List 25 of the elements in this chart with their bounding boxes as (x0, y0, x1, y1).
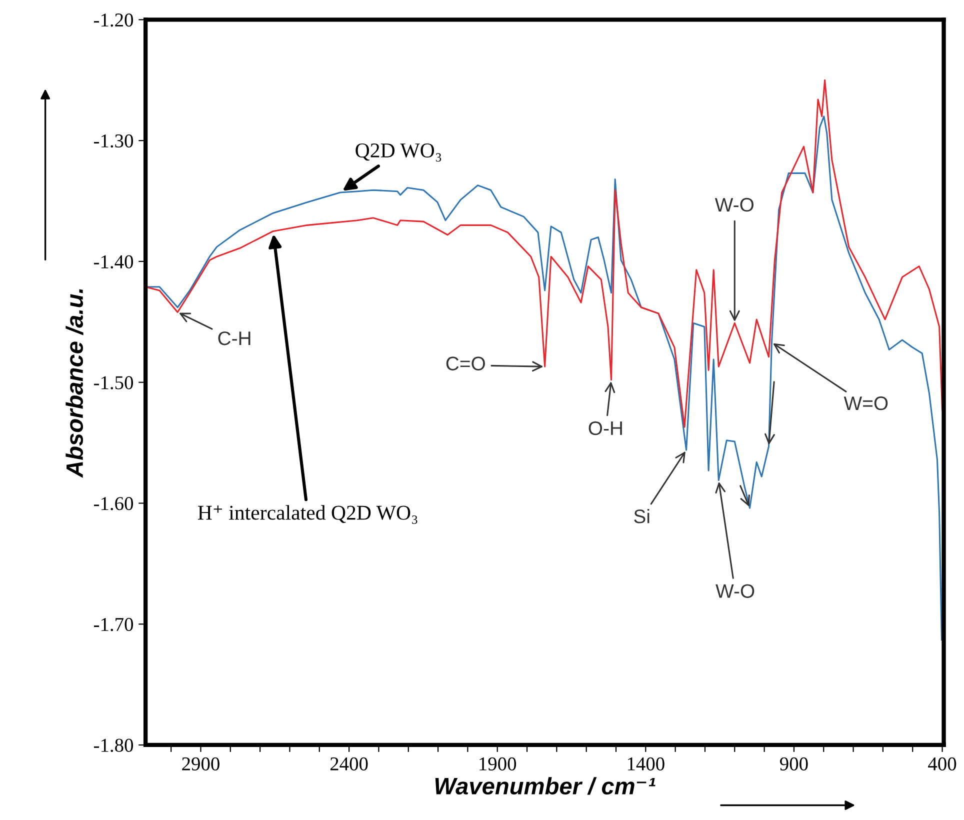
line-series (146, 116, 942, 641)
annotation: Si (634, 509, 650, 524)
text: H⁺ intercalated Q2D WO₃ (198, 505, 418, 524)
y-tick-label: -1.20 (94, 13, 134, 27)
x-tick-label: 900 (780, 757, 808, 770)
x-tick-label: 400 (928, 757, 956, 770)
x-tick-label: 2400 (330, 757, 368, 770)
y-tick-label: -1.30 (94, 134, 134, 148)
x-tick-label: 2900 (182, 757, 220, 770)
series-label: Q2D WO₃ (356, 143, 442, 162)
y-tick-label: -1.40 (94, 255, 134, 268)
y-tick-label: -1.60 (94, 497, 134, 510)
x-tick-label: 1400 (628, 757, 664, 770)
annotation: W=O (844, 396, 888, 410)
x-tick-label: 1900 (480, 757, 516, 770)
annotation: W-O (714, 198, 754, 212)
x-axis-title: Wavenumber / cm⁻¹ (435, 777, 656, 795)
y-tick-label: -1.50 (94, 376, 134, 390)
y-tick-label: -1.80 (94, 738, 134, 752)
y-axis-title: Absorbance /a.u. (66, 289, 84, 478)
annotation: O-H (588, 421, 622, 436)
y-tick-label: -1.70 (94, 618, 134, 632)
annotation: W-O (716, 584, 754, 598)
annotation: C-H (218, 331, 250, 346)
annotation: C=O (446, 356, 485, 370)
